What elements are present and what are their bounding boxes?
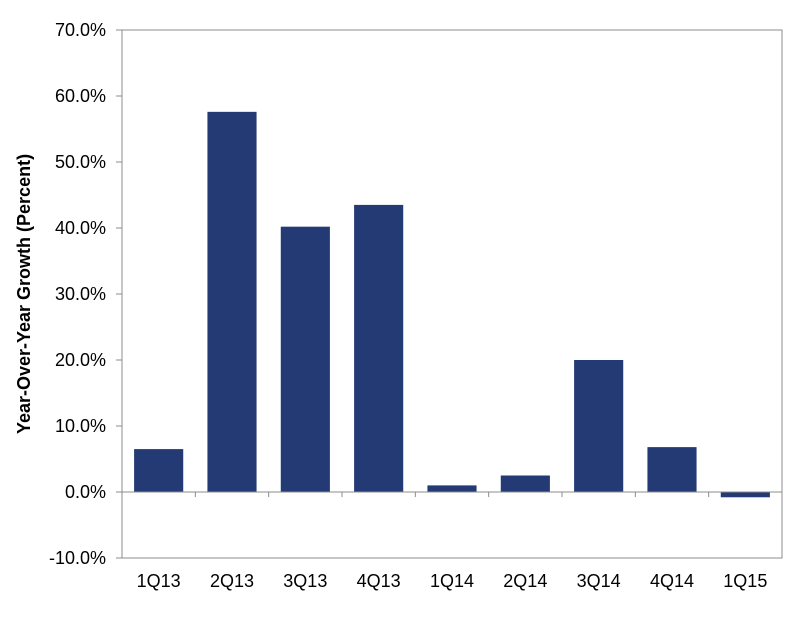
x-tick-label: 4Q14 bbox=[650, 571, 694, 591]
bar-1Q13 bbox=[134, 449, 184, 492]
x-tick-label: 1Q14 bbox=[430, 571, 474, 591]
y-tick-label: 40.0% bbox=[55, 218, 106, 238]
bar-3Q14 bbox=[574, 360, 624, 492]
bar-4Q13 bbox=[354, 204, 404, 492]
y-tick-label: 60.0% bbox=[55, 86, 106, 106]
zero-axis-group bbox=[121, 491, 783, 497]
y-tick-label: 10.0% bbox=[55, 416, 106, 436]
bar-2Q14 bbox=[500, 475, 550, 492]
y-tick-label: 70.0% bbox=[55, 20, 106, 40]
bar-1Q15 bbox=[720, 492, 770, 498]
bar-3Q13 bbox=[280, 226, 330, 492]
x-ticks-group: 1Q13 2Q13 3Q13 4Q13 1Q14 2Q14 3Q14 4Q14 1Q15 bbox=[137, 571, 768, 591]
x-tick-label: 1Q13 bbox=[137, 571, 181, 591]
y-tick-label: 0.0% bbox=[65, 482, 106, 502]
bar-1Q14 bbox=[427, 485, 477, 492]
y-tick-label: 30.0% bbox=[55, 284, 106, 304]
y-ticks-group: -10.0% 0.0% 10.0% 20.0% 30.0% 40.0% 50.0% 60.0%… bbox=[49, 20, 122, 568]
x-tick-label: 2Q14 bbox=[503, 571, 547, 591]
x-tick-label: 3Q14 bbox=[577, 571, 621, 591]
bars-group bbox=[134, 111, 770, 498]
y-tick-label: 20.0% bbox=[55, 350, 106, 370]
bar-4Q14 bbox=[647, 447, 697, 492]
y-tick-label: 50.0% bbox=[55, 152, 106, 172]
y-tick-label: -10.0% bbox=[49, 548, 106, 568]
x-tick-label: 3Q13 bbox=[283, 571, 327, 591]
y-axis-title: Year-Over-Year Growth (Percent) bbox=[14, 154, 34, 434]
bar-2Q13 bbox=[207, 111, 257, 492]
x-tick-label: 2Q13 bbox=[210, 571, 254, 591]
x-tick-label: 4Q13 bbox=[357, 571, 401, 591]
x-tick-label: 1Q15 bbox=[723, 571, 767, 591]
